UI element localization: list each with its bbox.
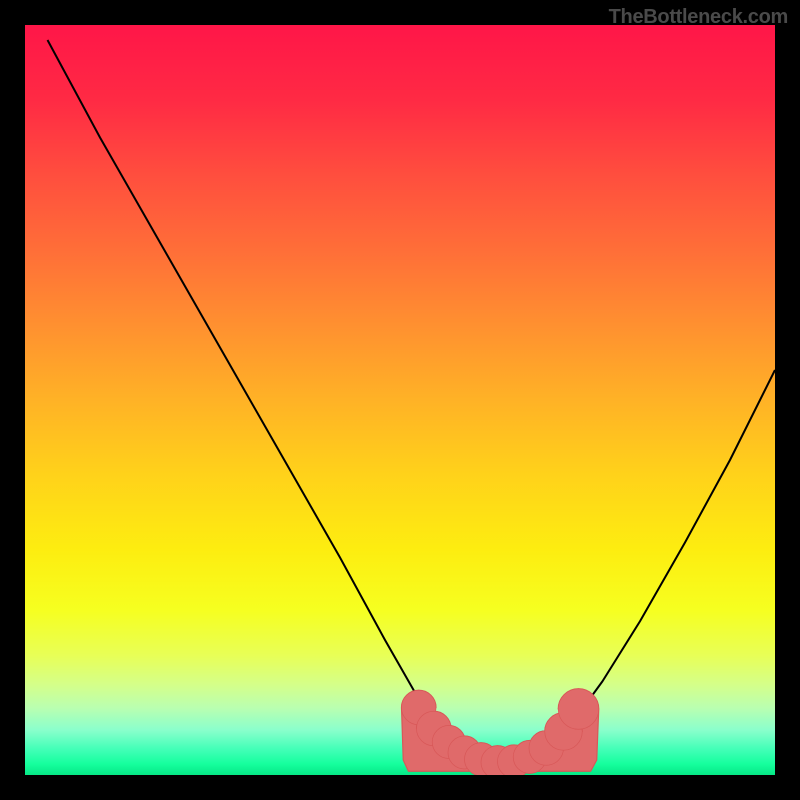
- bottom-marker-band: [25, 25, 775, 775]
- watermark-text: TheBottleneck.com: [609, 6, 788, 29]
- plot-area: [25, 25, 775, 775]
- chart-container: TheBottleneck.com: [0, 0, 800, 800]
